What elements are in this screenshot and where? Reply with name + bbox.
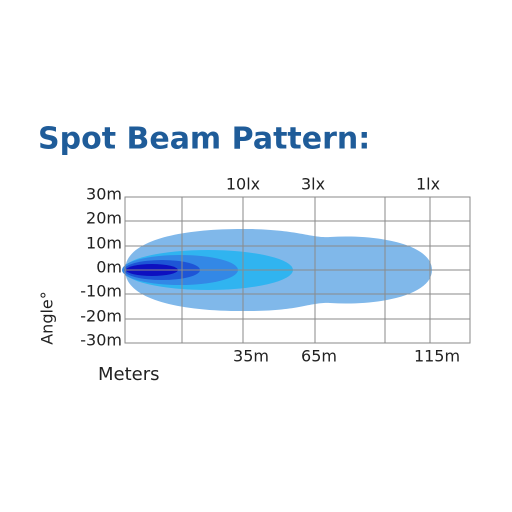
y-label: -30m (80, 331, 122, 350)
distance-label: 115m (414, 347, 460, 366)
x-axis-title: Meters (98, 364, 160, 385)
y-label: 10m (86, 234, 122, 253)
distance-label: 35m (233, 347, 269, 366)
lux-label: 3lx (301, 175, 325, 194)
title: Spot Beam Pattern: (38, 122, 370, 157)
y-labels: 30m 20m 10m 0m -10m -20m -30m (80, 185, 122, 350)
y-axis-title: Angle° (38, 291, 57, 345)
y-label: 30m (86, 185, 122, 204)
grid (124, 196, 471, 344)
y-label: -20m (80, 307, 122, 326)
y-label: 0m (96, 258, 122, 277)
lux-label: 1lx (416, 175, 440, 194)
lux-label: 10lx (226, 175, 260, 194)
distance-label: 65m (301, 347, 337, 366)
y-label: -10m (80, 282, 122, 301)
y-label: 20m (86, 209, 122, 228)
